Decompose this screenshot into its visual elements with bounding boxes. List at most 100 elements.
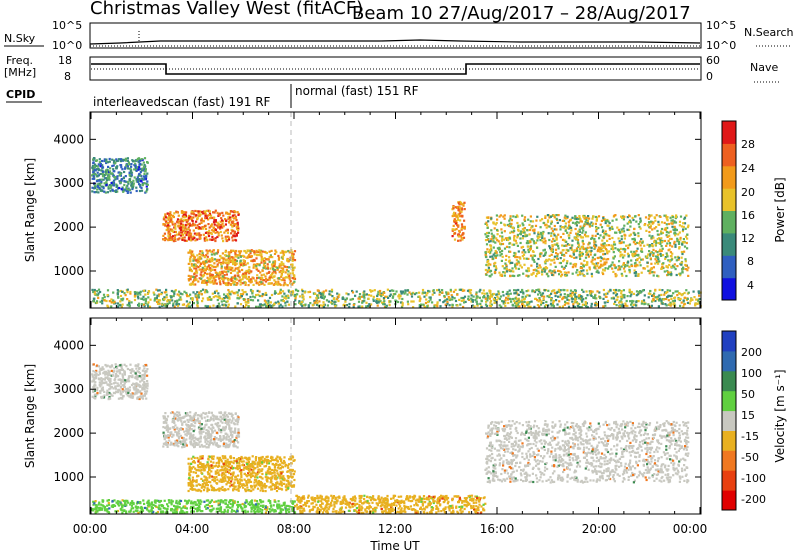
echo-cell	[463, 202, 465, 204]
echo-cell	[543, 222, 545, 224]
echo-cell	[284, 265, 286, 267]
echo-cell	[621, 235, 623, 237]
echo-cell	[184, 500, 186, 502]
echo-cell	[636, 290, 638, 292]
echo-cell	[193, 230, 195, 232]
echo-cell	[105, 173, 107, 175]
echo-cell	[284, 506, 286, 508]
echo-cell	[499, 235, 501, 237]
echo-cell	[200, 263, 202, 265]
echo-cell	[121, 291, 123, 293]
echo-cell	[368, 298, 370, 300]
echo-cell	[515, 242, 517, 244]
echo-cell	[593, 267, 595, 269]
echo-cell	[585, 219, 587, 221]
echo-cell	[214, 253, 216, 255]
echo-cell	[114, 162, 116, 164]
echo-cell	[496, 229, 498, 231]
echo-cell	[453, 225, 455, 227]
echo-cell	[489, 292, 491, 294]
echo-cell	[103, 191, 105, 193]
echo-cell	[199, 223, 201, 225]
echo-cell	[662, 248, 664, 250]
echo-cell	[96, 511, 98, 513]
echo-cell	[234, 233, 236, 235]
echo-cell	[487, 216, 489, 218]
echo-cell	[456, 216, 458, 218]
echo-cell	[664, 303, 666, 305]
echo-cell	[523, 219, 525, 221]
echo-cell	[225, 296, 227, 298]
echo-cell	[439, 299, 441, 301]
echo-cell	[662, 254, 664, 256]
echo-cell	[257, 282, 259, 284]
echo-cell	[234, 306, 236, 308]
echo-cell	[248, 276, 250, 278]
echo-cell	[215, 266, 217, 268]
echo-cell	[273, 504, 275, 506]
echo-cell	[581, 273, 583, 275]
echo-cell	[586, 294, 588, 296]
echo-cell	[111, 159, 113, 161]
echo-cell	[382, 303, 384, 305]
echo-cell	[149, 299, 151, 301]
echo-cell	[292, 268, 294, 270]
echo-cell	[588, 218, 590, 220]
echo-cell	[550, 299, 552, 301]
echo-cell	[323, 297, 325, 299]
echo-cell	[624, 270, 626, 272]
echo-cell	[91, 289, 93, 291]
echo-cell	[110, 305, 112, 307]
echo-cell	[684, 297, 686, 299]
echo-cell	[436, 289, 438, 291]
echo-cell	[208, 232, 210, 234]
echo-cell	[259, 251, 261, 253]
echo-cell	[213, 277, 215, 279]
echo-cell	[219, 226, 221, 228]
echo-cell	[120, 503, 122, 505]
echo-cell	[113, 184, 115, 186]
echo-cell	[183, 226, 185, 228]
echo-cell	[619, 251, 621, 253]
echo-cell	[630, 251, 632, 253]
echo-cell	[242, 273, 244, 275]
y-tick-label: 1000	[53, 264, 84, 278]
echo-cell	[389, 304, 391, 306]
power-cb-tick: 24	[741, 162, 755, 175]
echo-cell	[194, 239, 196, 241]
echo-cell	[222, 223, 224, 225]
echo-cell	[594, 297, 596, 299]
echo-cell	[611, 237, 613, 239]
echo-cell	[532, 220, 534, 222]
echo-cell	[530, 227, 532, 229]
echo-cell	[113, 160, 115, 162]
echo-cell	[220, 217, 222, 219]
echo-cell	[358, 301, 360, 303]
echo-cell	[573, 254, 575, 256]
echo-cell	[131, 500, 133, 502]
echo-cell	[623, 225, 625, 227]
echo-cell	[513, 252, 515, 254]
echo-cell	[98, 168, 100, 170]
echo-cell	[680, 264, 682, 266]
echo-cell	[130, 192, 132, 194]
echo-cell	[454, 239, 456, 241]
echo-cell	[682, 267, 684, 269]
echo-cell	[489, 290, 491, 292]
echo-cell	[601, 226, 603, 228]
echo-cell	[659, 249, 661, 251]
echo-cell	[221, 298, 223, 300]
echo-cell	[281, 267, 283, 269]
echo-cell	[586, 273, 588, 275]
echo-cell	[550, 303, 552, 305]
echo-cell	[687, 275, 689, 277]
echo-cell	[668, 304, 670, 306]
echo-cell	[214, 220, 216, 222]
echo-cell	[121, 168, 123, 170]
echo-cell	[590, 290, 592, 292]
echo-cell	[190, 506, 192, 508]
echo-cell	[107, 166, 109, 168]
echo-cell	[683, 299, 685, 301]
echo-cell	[165, 216, 167, 218]
echo-cell	[494, 271, 496, 273]
